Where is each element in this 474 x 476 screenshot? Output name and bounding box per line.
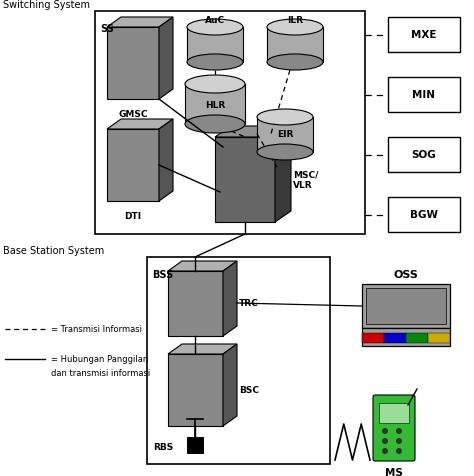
FancyBboxPatch shape: [406, 333, 428, 343]
Polygon shape: [107, 28, 159, 100]
FancyBboxPatch shape: [379, 403, 409, 423]
FancyBboxPatch shape: [388, 78, 460, 113]
FancyBboxPatch shape: [366, 288, 446, 324]
Text: DTI: DTI: [125, 211, 142, 220]
Ellipse shape: [187, 55, 243, 71]
Polygon shape: [107, 18, 173, 28]
Polygon shape: [107, 130, 159, 201]
Text: OSS: OSS: [393, 269, 419, 279]
Polygon shape: [168, 261, 237, 271]
FancyBboxPatch shape: [187, 437, 203, 453]
Circle shape: [396, 448, 402, 454]
Text: MXE: MXE: [411, 30, 437, 40]
Text: EIR: EIR: [277, 130, 293, 139]
FancyBboxPatch shape: [428, 333, 450, 343]
Ellipse shape: [187, 20, 243, 36]
Text: MIN: MIN: [412, 90, 436, 100]
FancyBboxPatch shape: [362, 284, 450, 328]
Text: Switching System: Switching System: [3, 0, 90, 10]
Text: = Hubungan Panggilan: = Hubungan Panggilan: [51, 355, 148, 364]
Text: HLR: HLR: [205, 100, 225, 109]
Polygon shape: [107, 120, 173, 130]
FancyBboxPatch shape: [373, 395, 415, 461]
Text: GMSC: GMSC: [118, 110, 148, 119]
Circle shape: [396, 428, 402, 434]
Text: SOG: SOG: [411, 150, 437, 160]
FancyBboxPatch shape: [384, 333, 406, 343]
Ellipse shape: [267, 20, 323, 36]
Ellipse shape: [185, 116, 245, 134]
Polygon shape: [187, 28, 243, 63]
Polygon shape: [267, 28, 323, 63]
Circle shape: [382, 428, 388, 434]
Text: AuC: AuC: [205, 16, 225, 25]
Ellipse shape: [185, 76, 245, 94]
Ellipse shape: [257, 110, 313, 126]
Text: BGW: BGW: [410, 210, 438, 220]
Text: TRC: TRC: [239, 299, 259, 308]
Text: MS: MS: [385, 467, 403, 476]
Ellipse shape: [257, 145, 313, 161]
Text: SS: SS: [100, 24, 114, 34]
Polygon shape: [185, 85, 245, 125]
FancyBboxPatch shape: [147, 258, 330, 464]
Polygon shape: [215, 127, 291, 138]
Text: ILR: ILR: [287, 16, 303, 25]
Polygon shape: [159, 120, 173, 201]
Text: = Transmisi Informasi: = Transmisi Informasi: [51, 325, 142, 334]
FancyBboxPatch shape: [388, 18, 460, 53]
Polygon shape: [159, 18, 173, 100]
FancyBboxPatch shape: [362, 328, 450, 346]
Text: dan transmisi informasi: dan transmisi informasi: [51, 369, 150, 378]
Polygon shape: [223, 261, 237, 336]
Circle shape: [382, 438, 388, 444]
FancyBboxPatch shape: [388, 198, 460, 232]
FancyBboxPatch shape: [362, 333, 384, 343]
Text: RBS: RBS: [153, 443, 173, 452]
Text: BSC: BSC: [239, 386, 259, 395]
Polygon shape: [257, 118, 313, 153]
FancyBboxPatch shape: [95, 12, 365, 235]
Polygon shape: [223, 344, 237, 426]
Polygon shape: [168, 271, 223, 336]
Text: Base Station System: Base Station System: [3, 246, 104, 256]
Ellipse shape: [267, 55, 323, 71]
FancyBboxPatch shape: [388, 138, 460, 173]
Circle shape: [382, 448, 388, 454]
Circle shape: [396, 438, 402, 444]
Polygon shape: [275, 127, 291, 223]
Polygon shape: [215, 138, 275, 223]
Text: BSS: BSS: [152, 269, 173, 279]
Text: MSC/
VLR: MSC/ VLR: [293, 170, 319, 189]
Polygon shape: [168, 354, 223, 426]
Polygon shape: [168, 344, 237, 354]
